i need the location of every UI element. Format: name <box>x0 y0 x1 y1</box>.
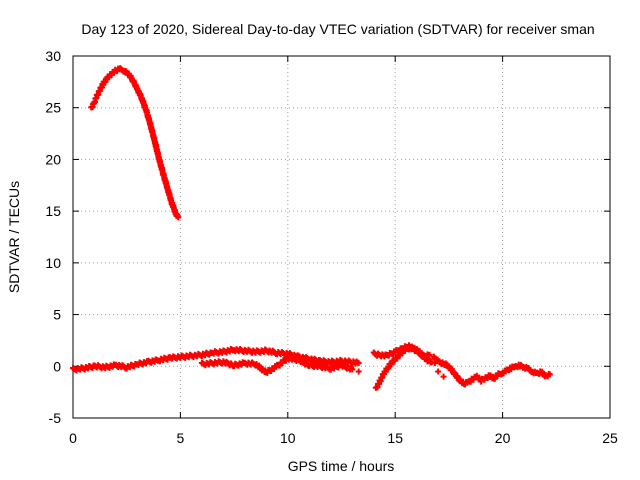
y-tick-label: 25 <box>45 100 61 116</box>
y-tick-label: 30 <box>45 48 61 64</box>
data-point <box>426 351 433 358</box>
data-point <box>175 214 182 221</box>
data-point <box>546 371 553 378</box>
series-2 <box>70 345 362 374</box>
grid <box>73 56 610 418</box>
series-1 <box>88 65 182 221</box>
data-point <box>435 368 442 375</box>
data-points <box>70 65 553 391</box>
y-tick-label: 15 <box>45 203 61 219</box>
x-tick-label: 0 <box>69 430 77 446</box>
data-point <box>355 360 362 367</box>
data-point <box>428 359 435 366</box>
x-axis-label: GPS time / hours <box>288 458 395 474</box>
data-point <box>355 368 362 375</box>
x-tick-label: 20 <box>495 430 511 446</box>
series-5 <box>370 342 433 360</box>
x-tick-label: 15 <box>387 430 403 446</box>
x-tick-label: 5 <box>177 430 185 446</box>
data-point <box>440 373 447 380</box>
data-point <box>431 360 438 367</box>
y-tick-label: -5 <box>49 410 62 426</box>
x-tick-label: 25 <box>602 430 618 446</box>
data-point <box>349 366 356 373</box>
plot-frame <box>72 55 611 419</box>
y-axis-label: SDTVAR / TECUs <box>6 181 22 293</box>
y-tick-label: 10 <box>45 255 61 271</box>
series-3 <box>198 354 356 376</box>
y-tick-label: 0 <box>53 358 61 374</box>
y-tick-label: 20 <box>45 151 61 167</box>
series-6 <box>430 353 553 388</box>
x-tick-label: 10 <box>280 430 296 446</box>
y-tick-label: 5 <box>53 307 61 323</box>
axis-ticks: 0 5 10 15 20 25 -5 0 5 10 15 20 25 30 <box>45 48 618 446</box>
data-point <box>425 356 432 363</box>
series-7 <box>355 356 447 380</box>
chart-title: Day 123 of 2020, Sidereal Day-to-day VTE… <box>81 21 594 37</box>
